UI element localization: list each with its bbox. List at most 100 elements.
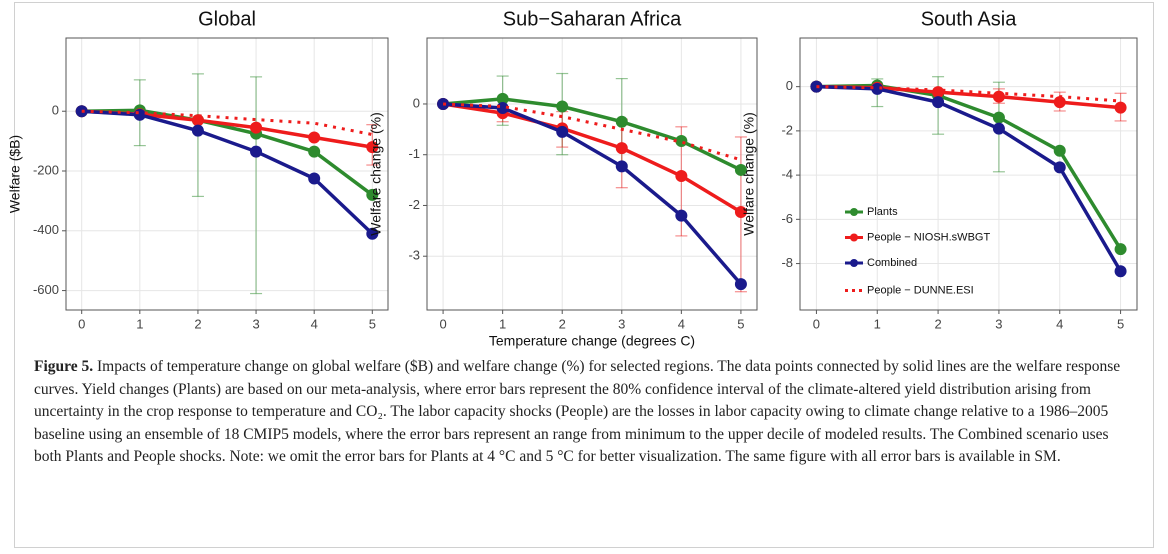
y-tick-label: -2 [408,197,420,212]
data-point [1053,144,1066,157]
data-point [734,206,747,219]
chart-title: Global [198,8,256,30]
x-tick-label: 0 [439,316,446,331]
x-tick-label: 0 [78,316,85,331]
data-point [615,160,628,173]
data-point [250,145,263,158]
x-tick-label: 4 [311,316,318,331]
legend-dot [850,259,858,267]
series-line [443,102,742,162]
plot-background [66,38,388,310]
data-point [191,124,204,137]
plot-border [65,37,389,311]
y-tick-label: 0 [786,78,793,93]
data-point [366,188,379,201]
data-point [556,125,569,138]
legend-label: Plants [867,206,898,218]
series-line [816,84,1123,273]
series-line [81,109,373,137]
x-tick-label: 1 [874,316,881,331]
y-tick-label: -6 [781,211,793,226]
x-tick-label: 1 [136,316,143,331]
x-tick-label: 5 [737,316,744,331]
data-point [992,122,1005,135]
y-axis-label: Welfare change (%) [368,112,384,235]
series-line [81,109,374,236]
y-tick-label: 0 [52,103,59,118]
series-line [442,102,742,214]
data-point [308,172,321,185]
figure-frame [14,2,1154,548]
data-point [871,82,884,95]
data-point [496,92,509,105]
legend-dot [850,208,858,216]
y-tick-label: -600 [33,282,59,297]
data-point [675,170,688,183]
caption-label: Figure 5. [34,358,94,375]
data-point [615,115,628,128]
y-tick-label: -200 [33,162,59,177]
x-tick-label: 3 [618,316,625,331]
x-tick-label: 0 [813,316,820,331]
legend-label: People − DUNNE.ESI [867,284,974,296]
data-point [556,100,569,113]
x-tick-label: 3 [252,316,259,331]
data-point [133,108,146,121]
data-point [992,111,1005,124]
series-line [81,108,374,197]
y-tick-label: -2 [781,122,793,137]
data-point [734,278,747,291]
y-tick-label: -8 [781,255,793,270]
legend-dot [850,233,858,242]
chart-title: Sub−Saharan Africa [503,8,682,30]
plot-background [800,38,1137,310]
x-tick-label: 2 [559,316,566,331]
data-point [308,131,321,144]
x-tick-label: 2 [194,316,201,331]
series-line [816,83,1123,251]
y-tick-label: -4 [781,167,793,182]
series-line [816,85,1121,103]
data-point [1053,161,1066,174]
plot-background [427,38,757,310]
error-bar [250,76,263,295]
data-point [191,114,204,127]
data-point [1053,96,1066,109]
x-tick-label: 4 [1056,316,1063,331]
x-axis-label: Temperature change (degrees C) [489,333,695,349]
data-point [366,141,379,154]
data-point [675,135,688,148]
data-point [675,209,688,222]
x-tick-label: 1 [499,316,506,331]
data-point [366,227,379,240]
plot-border [426,37,758,311]
data-point [1114,101,1127,114]
figure-caption: Figure 5. Impacts of temperature change … [34,356,1134,469]
data-point [1114,243,1127,256]
data-point [1114,265,1127,278]
y-tick-label: -400 [33,222,59,237]
chart-title: South Asia [921,8,1018,30]
x-tick-label: 5 [1117,316,1124,331]
legend-label: Combined [867,257,917,269]
x-tick-label: 4 [678,316,685,331]
legend-label: People − NIOSH.sWBGT [867,231,990,243]
y-tick-label: -3 [408,248,420,263]
data-point [992,90,1005,103]
data-point [615,142,628,155]
x-tick-label: 3 [995,316,1002,331]
y-axis-label: Welfare change (%) [741,112,757,235]
x-tick-label: 2 [934,316,941,331]
data-point [308,145,321,158]
y-tick-label: -1 [408,146,420,161]
caption-text: Impacts of temperature change on global … [34,358,1121,465]
plot-border [799,37,1138,311]
data-point [734,163,747,176]
series-line [442,102,743,286]
y-tick-label: 0 [413,95,420,110]
data-point [250,121,263,134]
y-axis-label: Welfare ($B) [7,135,23,213]
x-tick-label: 5 [369,316,376,331]
